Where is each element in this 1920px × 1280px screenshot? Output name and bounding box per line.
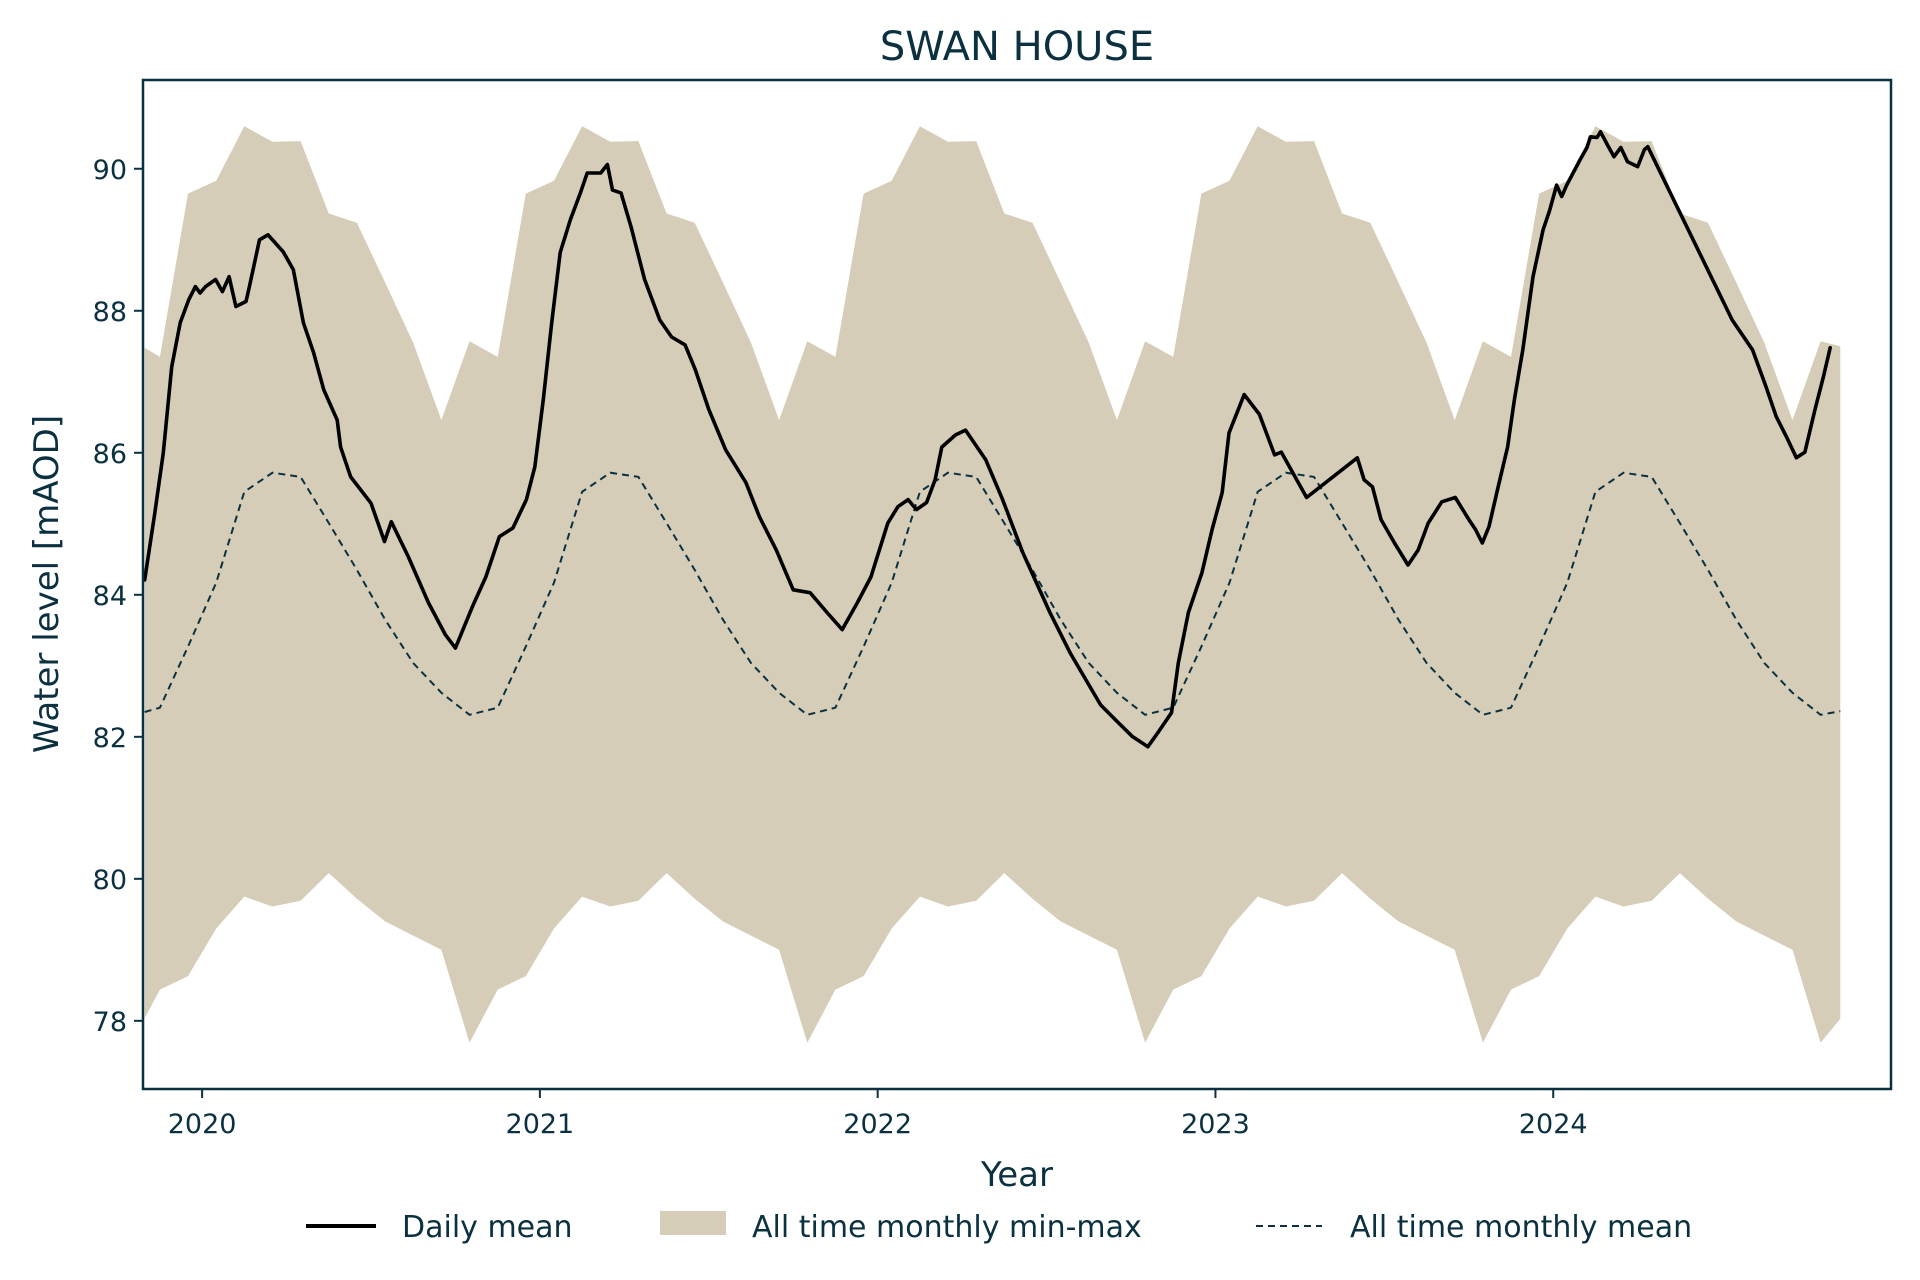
legend-swatch-band <box>660 1211 726 1235</box>
legend: Daily mean All time monthly min-max All … <box>306 1210 1692 1245</box>
plot-frame <box>141 78 1893 1091</box>
x-axis: 2020 2021 2022 2023 2024 <box>168 1089 1588 1140</box>
y-tick-label: 84 <box>93 581 127 612</box>
y-tick-label: 88 <box>93 297 127 328</box>
daily-mean-line <box>143 130 1832 749</box>
x-tick-label: 2020 <box>168 1109 237 1140</box>
x-tick-label: 2021 <box>506 1109 575 1140</box>
x-axis-label: Year <box>980 1155 1053 1195</box>
y-tick-label: 80 <box>93 865 127 896</box>
chart-title: SWAN HOUSE <box>880 24 1154 70</box>
y-tick-label: 90 <box>93 155 127 186</box>
y-tick-label: 82 <box>93 723 127 754</box>
legend-label-min-max: All time monthly min-max <box>752 1210 1142 1245</box>
y-tick-label: 86 <box>93 439 127 470</box>
x-tick-label: 2023 <box>1181 1109 1250 1140</box>
legend-item-daily-mean: Daily mean <box>306 1210 573 1245</box>
x-tick-label: 2022 <box>843 1109 912 1140</box>
legend-label-daily-mean: Daily mean <box>402 1210 573 1245</box>
monthly-mean-line <box>144 471 1841 716</box>
y-axis-label: Water level [mAOD] <box>27 415 67 753</box>
legend-item-monthly-mean: All time monthly mean <box>1256 1210 1692 1245</box>
legend-item-min-max: All time monthly min-max <box>660 1210 1142 1245</box>
x-tick-label: 2024 <box>1519 1109 1588 1140</box>
plot-area <box>143 126 1841 1043</box>
y-tick-label: 78 <box>93 1007 127 1038</box>
y-axis: 78 80 82 84 86 88 90 <box>93 155 143 1038</box>
monthly-min-max-band <box>144 126 1841 1043</box>
legend-label-monthly-mean: All time monthly mean <box>1350 1210 1692 1245</box>
